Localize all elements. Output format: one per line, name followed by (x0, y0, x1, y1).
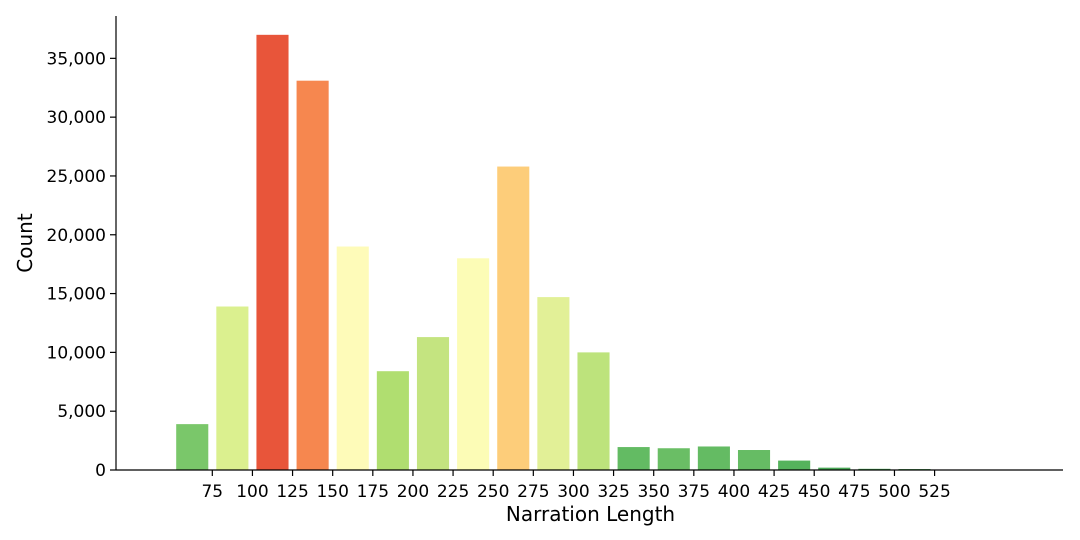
x-tick-label: 150 (316, 482, 348, 502)
bar-162.5 (336, 246, 369, 470)
bars-group (176, 34, 931, 471)
x-tick-label: 300 (557, 482, 589, 502)
bar-87.5 (216, 306, 249, 470)
x-tick-label: 100 (236, 482, 268, 502)
y-tick-label: 30,000 (47, 108, 106, 128)
y-tick-label: 20,000 (47, 226, 106, 246)
y-axis-ticks: 0 5,000 10,000 15,000 20,000 25,000 30,000 35,0… (47, 49, 116, 481)
y-tick-label: 15,000 (47, 285, 106, 305)
x-tick-label: 375 (678, 482, 710, 502)
bar-312.5 (577, 352, 610, 470)
bar-112.5 (256, 34, 289, 470)
x-tick-label: 275 (517, 482, 549, 502)
bar-237.5 (457, 258, 490, 470)
bar-412.5 (737, 450, 771, 470)
x-tick-label: 75 (201, 482, 223, 502)
y-tick-label: 25,000 (47, 167, 106, 187)
x-axis-title: Narration Length (506, 502, 675, 526)
x-tick-label: 325 (597, 482, 629, 502)
bar-262.5 (497, 166, 530, 471)
x-tick-label: 125 (276, 482, 308, 502)
y-tick-label: 0 (95, 461, 106, 481)
x-tick-label: 500 (878, 482, 910, 502)
bar-387.5 (697, 446, 730, 470)
y-axis-title: Count (13, 213, 37, 273)
x-tick-label: 525 (918, 482, 950, 502)
x-tick-label: 400 (718, 482, 750, 502)
bar-287.5 (537, 297, 570, 470)
x-tick-label: 200 (397, 482, 429, 502)
bar-137.5 (296, 80, 329, 470)
x-tick-label: 350 (637, 482, 669, 502)
x-tick-label: 250 (477, 482, 509, 502)
bar-187.5 (376, 371, 409, 470)
y-tick-label: 35,000 (47, 49, 106, 69)
y-tick-label: 10,000 (47, 343, 106, 363)
x-tick-label: 425 (758, 482, 790, 502)
bar-462.5 (818, 467, 851, 470)
x-tick-label: 225 (437, 482, 469, 502)
bar-212.5 (416, 337, 450, 470)
x-axis-ticks: 75 100 125 150 175 200 225 250 275 300 325 350 375 40… (201, 470, 951, 502)
y-tick-label: 5,000 (57, 402, 106, 422)
bar-362.5 (657, 448, 690, 470)
bar-437.5 (778, 460, 811, 470)
x-tick-label: 475 (838, 482, 870, 502)
x-tick-label: 450 (798, 482, 830, 502)
x-tick-label: 175 (357, 482, 389, 502)
bar-62.5 (176, 424, 209, 470)
bar-337.5 (617, 447, 650, 470)
